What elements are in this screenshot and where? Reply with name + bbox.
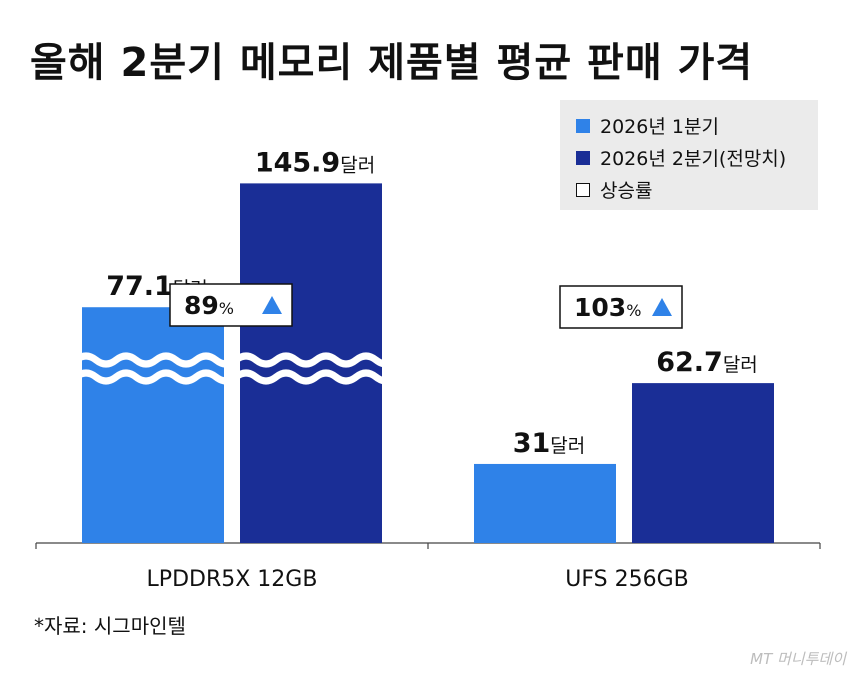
x-tick-label: LPDDR5X 12GB	[147, 567, 318, 592]
legend-item-q2: 2026년 2분기(전망치)	[576, 144, 786, 171]
growth-label: 89%	[184, 291, 234, 320]
legend-item-q1: 2026년 1분기	[576, 112, 719, 139]
legend-label-q1: 2026년 1분기	[600, 116, 719, 138]
source-note: *자료: 시그마인텔	[34, 614, 186, 638]
legend-item-growth: 상승률	[576, 176, 652, 203]
legend-swatch-growth	[576, 182, 590, 197]
legend-swatch-q2	[576, 150, 590, 165]
legend: 2026년 1분기 2026년 2분기(전망치) 상승률	[560, 100, 818, 210]
bar-q1-2	[474, 463, 616, 543]
axis-break-wave	[73, 352, 399, 368]
value-label: 145.9달러	[255, 147, 375, 178]
axis-break-wave	[73, 369, 399, 385]
bar-q2-2	[632, 383, 774, 543]
value-label: 31달러	[513, 428, 586, 459]
legend-label-q2: 2026년 2분기(전망치)	[600, 148, 787, 170]
up-arrow-icon	[262, 296, 282, 314]
legend-label-growth: 상승률	[600, 180, 653, 202]
legend-swatch-q1	[576, 118, 590, 133]
chart-title: 올해 2분기 메모리 제품별 평균 판매 가격	[30, 40, 754, 86]
value-label: 62.7달러	[656, 347, 758, 378]
x-tick-label: UFS 256GB	[565, 567, 688, 592]
up-arrow-icon	[652, 298, 672, 316]
brand-logo: MT 머니투데이	[750, 650, 846, 668]
growth-label: 103%	[574, 293, 641, 322]
bar-q1-1	[82, 307, 224, 543]
